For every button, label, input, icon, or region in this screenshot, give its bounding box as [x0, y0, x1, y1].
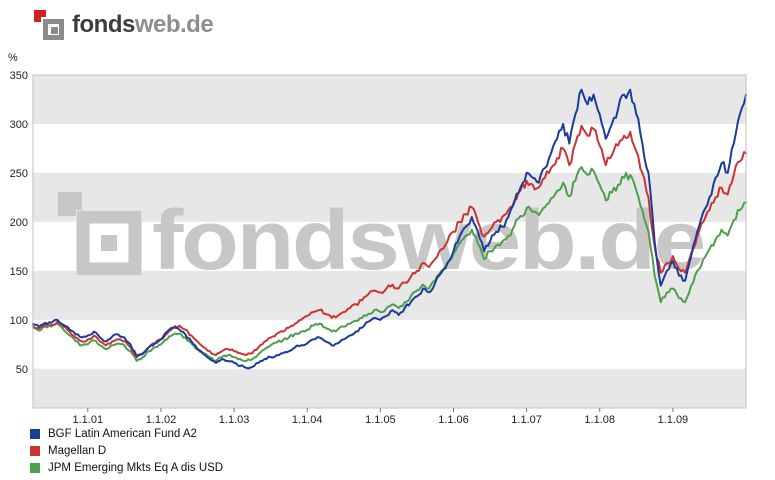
logo-inner-square [51, 27, 58, 34]
fondsweb-watermark: fondsweb.de [58, 192, 706, 287]
axes: 350 300 250 200 150 100 50 1.1.01 1.1.02 1.1.03 1.… [10, 70, 747, 423]
svg-text:1.1.02: 1.1.02 [146, 414, 177, 423]
y-axis-unit-label: % [8, 52, 18, 64]
svg-text:1.1.01: 1.1.01 [73, 414, 104, 423]
watermark-logo-ring [76, 210, 142, 276]
performance-chart: fondsweb.de 350 300 250 200 150 100 50 1.1.01 1.… [8, 52, 747, 423]
svg-text:150: 150 [10, 266, 28, 278]
legend-label: JPM Emerging Mkts Eq A dis USD [48, 461, 224, 474]
svg-text:1.1.03: 1.1.03 [219, 414, 250, 423]
logo-gray-square [43, 19, 64, 40]
svg-text:1.1.06: 1.1.06 [438, 414, 469, 423]
background-stripes [33, 75, 746, 408]
watermark-text: fondsweb.de [152, 193, 704, 287]
svg-text:200: 200 [10, 217, 28, 229]
fondsweb-logo-icon [34, 10, 64, 40]
series-color-swatch-blue [30, 428, 40, 439]
legend-item: BGF Latin American Fund A2 [30, 425, 223, 442]
legend-label: Magellan D [48, 444, 107, 457]
svg-text:300: 300 [10, 119, 28, 131]
svg-text:350: 350 [10, 70, 28, 82]
svg-text:1.1.08: 1.1.08 [584, 414, 615, 423]
svg-text:100: 100 [10, 315, 28, 327]
legend-item: JPM Emerging Mkts Eq A dis USD [30, 459, 223, 476]
watermark-logo-inner-square [101, 235, 117, 251]
legend-label: BGF Latin American Fund A2 [48, 427, 197, 440]
brand-bold: fonds [72, 11, 135, 38]
svg-text:50: 50 [16, 364, 28, 376]
svg-text:250: 250 [10, 168, 28, 180]
header: fondsweb.de [34, 8, 214, 40]
svg-text:1.1.05: 1.1.05 [365, 414, 396, 423]
series-lines [32, 88, 747, 370]
series-color-swatch-red [30, 445, 40, 456]
svg-text:1.1.04: 1.1.04 [292, 414, 323, 423]
svg-text:1.1.07: 1.1.07 [511, 414, 542, 423]
brand-rest: web.de [134, 11, 214, 38]
brand-text: fondsweb.de [72, 10, 214, 40]
series-color-swatch-green [30, 462, 40, 473]
svg-text:1.1.09: 1.1.09 [658, 414, 689, 423]
legend-item: Magellan D [30, 442, 223, 459]
legend: BGF Latin American Fund A2 Magellan D JP… [30, 425, 223, 476]
